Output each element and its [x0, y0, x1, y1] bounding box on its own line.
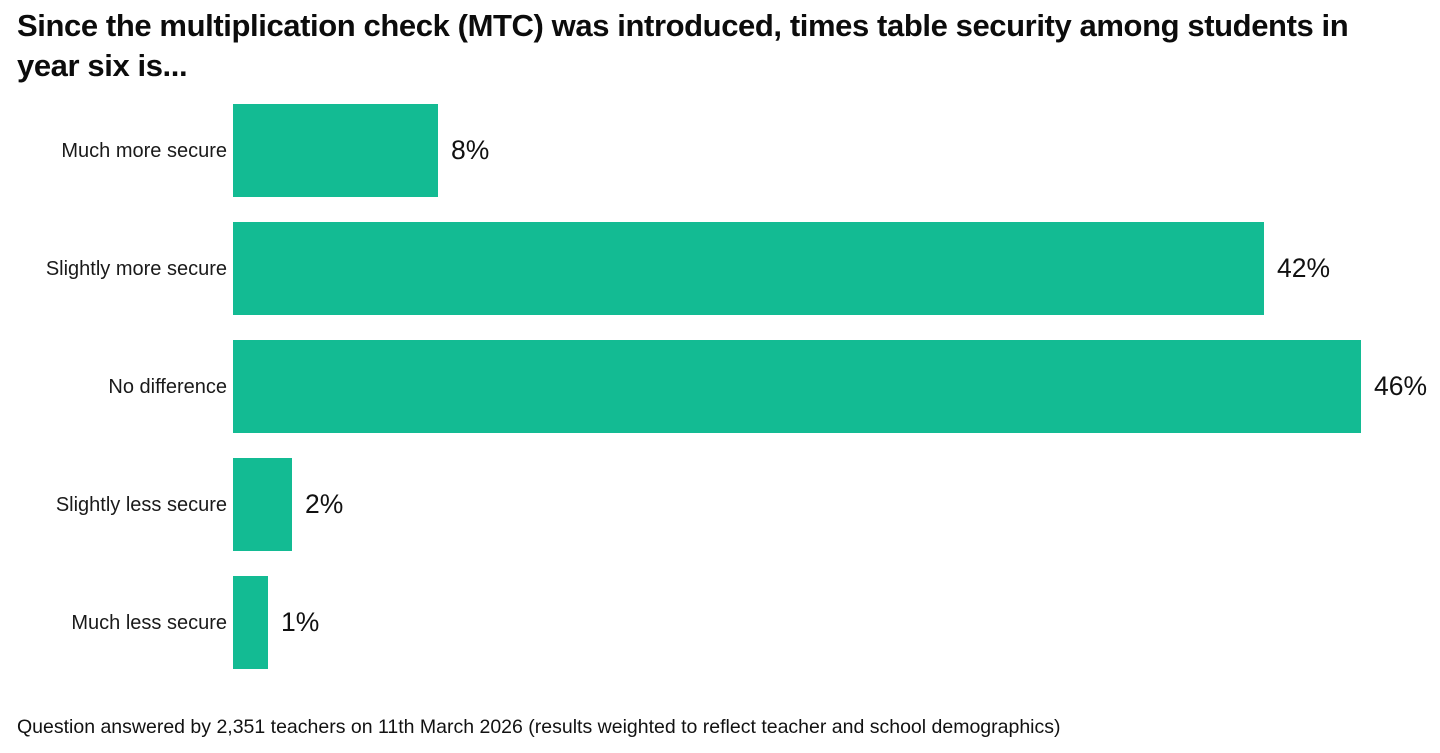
chart-title: Since the multiplication check (MTC) was…: [17, 8, 1349, 83]
chart-row: Slightly more secure 42%: [0, 222, 1440, 315]
value-label: 42%: [1277, 253, 1331, 283]
bar: [233, 576, 268, 669]
category-label: Slightly less secure: [55, 493, 227, 516]
chart-row: No difference 46%: [0, 340, 1440, 433]
chart-row: Much more secure 8%: [0, 104, 1440, 197]
bar: [233, 104, 438, 197]
category-label: Slightly more secure: [45, 257, 227, 280]
bar: [233, 458, 292, 551]
bar: [233, 222, 1264, 315]
chart-row: Much less secure 1%: [0, 576, 1440, 669]
value-label: 2%: [305, 489, 344, 519]
value-label: 1%: [281, 607, 320, 637]
bar-chart: Much more secure 8% Slightly more secure 42…: [0, 104, 1440, 669]
chart-footnote: Question answered by 2,351 teachers on 1…: [17, 716, 1061, 738]
category-label: Much less secure: [71, 611, 227, 634]
value-label: 46%: [1374, 371, 1428, 401]
bar: [233, 340, 1361, 433]
category-label: No difference: [108, 375, 227, 398]
value-label: 8%: [451, 135, 490, 165]
category-label: Much more secure: [61, 139, 227, 162]
chart-row: Slightly less secure 2%: [0, 458, 1440, 551]
